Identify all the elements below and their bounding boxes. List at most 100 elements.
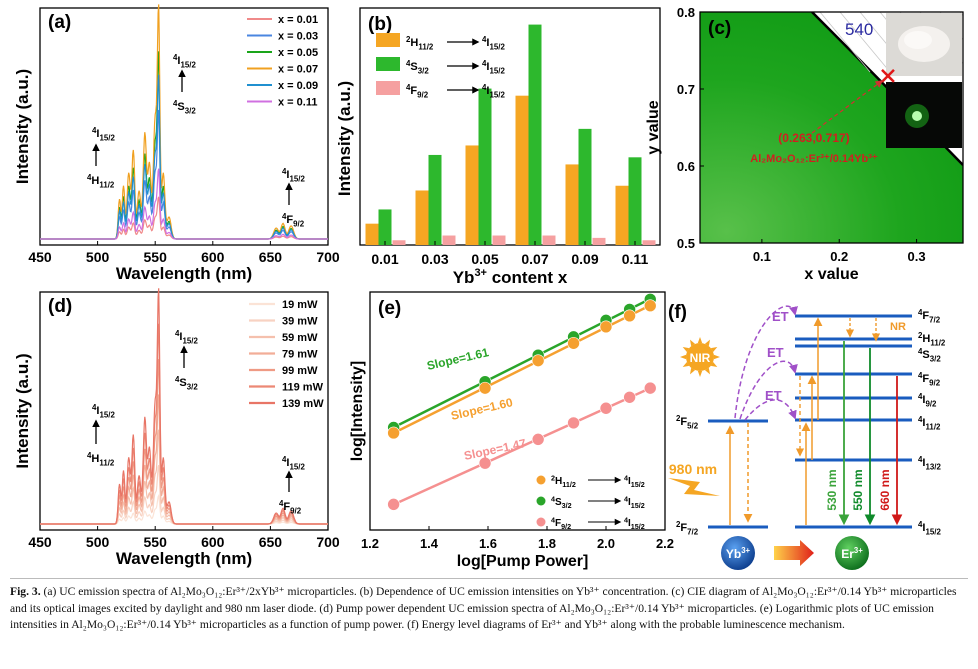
state-sup: 4	[624, 516, 628, 525]
yb-level-label: 2F7/2	[676, 520, 699, 536]
state-letter: I	[922, 522, 925, 534]
panel-e-legend-label: 4I15/2	[624, 516, 645, 532]
figure-canvas: 450 500 550 600 650 700 Wavelength (nm) Intensi…	[13, 4, 964, 570]
er-level-label: 4I15/2	[918, 520, 941, 536]
nir-sun-icon: NIR	[680, 337, 720, 377]
state-letter: I	[96, 128, 99, 140]
panel-e-point	[478, 456, 492, 470]
panel-e-point	[599, 401, 613, 415]
state-sup: 4	[87, 173, 92, 182]
state-sub: 7/2	[687, 527, 699, 536]
nir-label: NIR	[690, 351, 711, 365]
laser-bolt-icon	[668, 478, 720, 496]
panel-b-bar	[442, 235, 456, 245]
nr-label: NR	[890, 321, 906, 333]
panel-a-x-tick-label: 500	[86, 249, 110, 265]
state-sub: 15/2	[289, 462, 305, 471]
state-letter: S	[555, 497, 562, 508]
panel-d-annotation-lower: 4F9/2	[279, 499, 302, 515]
state-letter: I	[286, 169, 289, 181]
panel-a-x-tick-label: 650	[259, 249, 283, 265]
panel-a-annotation-lower: 4H11/2	[87, 173, 115, 189]
sun-ray	[697, 337, 703, 344]
ion-charge: 3+	[741, 546, 750, 555]
state-sub: 15/2	[631, 480, 645, 489]
er-level-label: 2H11/2	[918, 331, 946, 347]
panel-d-legend-label: 39 mW	[282, 316, 318, 328]
state-letter: F	[922, 373, 929, 385]
panel-e-point	[478, 381, 492, 395]
panel-e-point	[623, 309, 636, 323]
state-sup: 2	[676, 414, 681, 423]
caption-text: (a) UC emission spectra of Al₂Mo₃O₁₂:Er³…	[10, 585, 957, 631]
panel-c-pointer	[811, 79, 884, 134]
panel-e-frame	[369, 291, 666, 531]
panel-b-bar	[615, 185, 629, 245]
panel-d-panel-label: (d)	[48, 296, 72, 317]
panel-b-legend-swatch	[376, 57, 400, 71]
er-ion-sphere	[835, 536, 869, 570]
er-level-label: 4I9/2	[918, 392, 937, 408]
panel-d-x-tick-label: 500	[86, 534, 110, 550]
state-sup: 4	[92, 403, 97, 412]
panel-b-x-tick-label: 0.01	[371, 251, 398, 267]
panel-c-grid-line	[839, 12, 891, 73]
state-sub: 11/2	[930, 338, 946, 347]
panel-a-x-tick-label: 600	[201, 249, 225, 265]
panel-b-bar	[392, 240, 406, 245]
panel-a-annotation-upper: 4I15/2	[92, 126, 115, 142]
state-sup: 4	[918, 415, 923, 424]
panel-b-legend-label: 4I15/2	[482, 35, 505, 51]
panel-b-panel: 0.01 0.03 0.05 0.07 0.09 0.11 Yb3+ content x In…	[335, 7, 661, 287]
state-letter: H	[555, 476, 562, 487]
er-level-label: 4I13/2	[918, 455, 941, 471]
panel-b-bar	[528, 24, 542, 246]
state-sub: 15/2	[99, 410, 115, 419]
panel-e-legend-label: 4S3/2	[551, 495, 572, 511]
panel-d-legend-label: 139 mW	[282, 398, 324, 410]
emission-label: 550 nm	[851, 469, 865, 510]
state-sub: 3/2	[418, 66, 430, 75]
panel-b-y-axis-label: Intensity (a.u.)	[335, 81, 354, 196]
panel-b-bar	[565, 164, 579, 245]
panel-e-panel-label: (e)	[378, 298, 401, 319]
state-letter: S	[177, 101, 184, 113]
panel-e-x-tick-label: 1.8	[538, 536, 556, 551]
panel-e-legend-label: 4I15/2	[624, 474, 645, 490]
state-sub: 9/2	[293, 219, 305, 228]
panel-d-series-line	[40, 288, 328, 525]
state-sub: 15/2	[180, 60, 196, 69]
state-sup: 4	[624, 495, 628, 504]
state-sup: 4	[551, 495, 555, 504]
state-letter: S	[922, 349, 929, 361]
panel-e-point	[531, 354, 545, 367]
panel-c-frame	[699, 11, 964, 244]
et-label: ET	[772, 309, 789, 324]
state-sup: 4	[482, 59, 487, 68]
panel-c-wavelength-label: 540	[845, 20, 873, 39]
figure-caption: Fig. 3. (a) UC emission spectra of Al₂Mo…	[10, 584, 968, 634]
panel-b-bar	[365, 223, 379, 245]
panel-c-x-tick-label: 0.3	[908, 249, 926, 264]
panel-b-bar	[642, 240, 656, 245]
state-letter: I	[486, 85, 489, 97]
panel-b-legend-label: 4S3/2	[406, 59, 429, 75]
panel-f-panel-label: (f)	[668, 302, 687, 323]
state-sub: 15/2	[182, 336, 198, 345]
state-letter: F	[555, 518, 561, 529]
state-sup: 4	[406, 83, 411, 92]
state-letter: F	[283, 501, 290, 513]
x-label-part: Yb	[453, 268, 475, 287]
panel-e-x-tick-label: 2.0	[597, 536, 615, 551]
panel-e-point	[643, 299, 657, 313]
panel-b-bar	[515, 95, 529, 245]
state-sub: 11/2	[99, 180, 115, 189]
panel-e-panel: 1.2 1.4 1.6 1.8 2.0 2.2 log[Pump Power] log[Int…	[349, 291, 674, 570]
state-letter: I	[486, 61, 489, 73]
panel-a-x-tick-label: 700	[316, 249, 340, 265]
state-sub: 11/2	[99, 458, 115, 467]
er-ion-label: Er3+	[841, 546, 863, 561]
panel-a-panel-label: (a)	[48, 12, 71, 33]
panel-b-bar	[415, 190, 429, 245]
panel-b-legend-label: 2H11/2	[406, 35, 434, 51]
